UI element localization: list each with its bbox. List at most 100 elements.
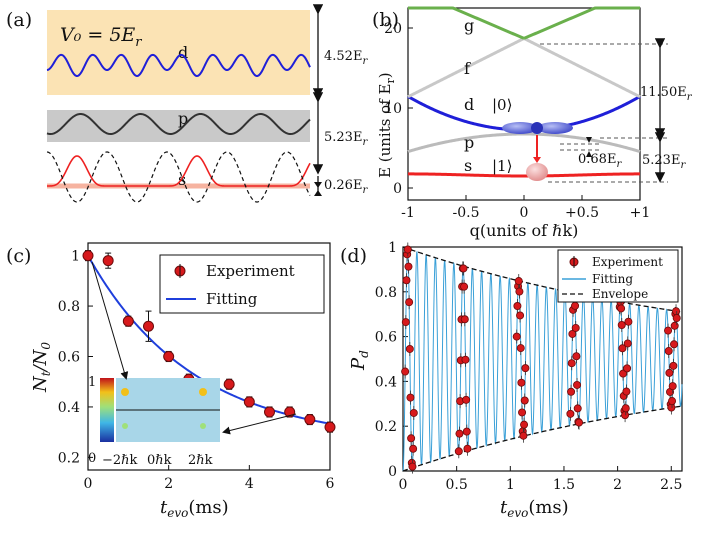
band-p-curve (407, 132, 641, 154)
panel-c-ticks: 0 2 4 6 0.2 0.4 0.6 0.8 1 (58, 249, 335, 492)
orbital-d-left (502, 122, 538, 134)
data-point (462, 395, 471, 404)
data-point (460, 315, 469, 324)
data-point (520, 396, 529, 405)
panel-d-ytick: 0 (388, 464, 397, 480)
data-point (122, 315, 134, 327)
data-point (621, 411, 630, 420)
data-point (667, 403, 676, 412)
inset-tick-0: 0ℏk (147, 453, 172, 468)
panel-b-xtick: 0 (520, 205, 529, 221)
inset-pointer-end (222, 413, 297, 435)
panel-c-label: (c) (6, 245, 31, 267)
panel-b-xtick: -0.5 (453, 205, 480, 221)
data-point (573, 404, 582, 413)
gap-d-value: 4.52Er (324, 49, 368, 67)
panel-d-xtick: 1 (506, 477, 515, 493)
panel-b-xlabel: q(units of ℏk) (470, 221, 579, 240)
data-point (571, 301, 580, 310)
data-point (454, 447, 463, 456)
data-point (407, 434, 416, 443)
data-point (403, 245, 412, 254)
panel-d-ticks: 0 0.5 1 1.5 2 2.5 0 0.2 0.4 0.6 0.8 1 (375, 240, 683, 493)
data-point (409, 444, 418, 453)
legend-fit-label-c: Fitting (206, 290, 258, 308)
panel-d-ytick: 1 (388, 240, 397, 256)
data-point (618, 344, 627, 353)
data-point (264, 406, 275, 418)
band-g-label-b: g (464, 16, 474, 35)
panel-c-ylabel: Nt/N0 (30, 342, 53, 393)
data-point (406, 393, 415, 402)
band-p-label: p (178, 109, 188, 128)
data-point (624, 317, 633, 326)
gap-5-value: 5.23Er (642, 153, 686, 171)
band-d-label-b: d (464, 95, 474, 114)
data-point (669, 361, 678, 370)
v0-label: V₀ = 5Er (60, 24, 142, 50)
panel-d-ytick: 0.4 (375, 374, 397, 390)
panel-c-ytick: 0.8 (58, 299, 80, 315)
data-point (402, 276, 411, 285)
panel-c-xtick: 0 (84, 476, 93, 492)
panel-b-xtick: +0.5 (565, 205, 599, 221)
wavefunction-p (46, 112, 311, 136)
data-point (143, 320, 154, 332)
panel-c-ytick: 1 (71, 249, 80, 265)
gap-s-value: 0.26Er (324, 178, 368, 196)
panel-b-xtick: +1 (630, 205, 651, 221)
data-point (670, 321, 679, 330)
panel-b-ytick: 0 (393, 181, 402, 197)
legend-exp-label-c: Experiment (206, 262, 295, 280)
data-point (567, 387, 576, 396)
data-point (401, 318, 410, 327)
legend-exp-label-d: Experiment (592, 255, 663, 269)
state-1-label: |1⟩ (492, 157, 512, 175)
band-s-curve (408, 172, 640, 178)
band-g-curve-left (408, 6, 525, 40)
orbital-d-center (531, 122, 543, 134)
panel-b-xtick: -1 (401, 205, 415, 221)
data-point (668, 397, 677, 406)
panel-d-ytick: 0.2 (375, 419, 397, 435)
data-point (401, 367, 410, 376)
data-point (513, 302, 522, 311)
panel-b: (b) -1 -0.5 0 +0.5 +1 0 10 20 g f d p s |0⟩ |1⟩ (372, 6, 693, 240)
inset-tick-2: 2ℏk (188, 453, 213, 468)
data-point (672, 314, 681, 323)
panel-b-ytick: 10 (384, 101, 402, 117)
panel-d: (d) 0 0.5 1 1.5 2 2.5 0 0.2 0.4 0.6 0.8 1 Experimen… (340, 240, 683, 520)
data-point (575, 418, 584, 427)
data-point (519, 431, 528, 440)
data-point (623, 364, 632, 373)
band-f-label-b: f (464, 59, 471, 78)
data-point (668, 382, 677, 391)
colorbar-min: 0 (88, 451, 96, 466)
data-point (670, 340, 679, 349)
panel-b-ytick: 20 (384, 21, 402, 37)
panel-c-ytick: 0.4 (58, 400, 80, 416)
data-point (460, 282, 469, 291)
data-point (572, 352, 581, 361)
inset-image: 1 0 −2ℏk 0ℏk 2ℏk (88, 375, 220, 468)
data-point (455, 429, 464, 438)
panel-c-ytick: 0.2 (58, 450, 80, 466)
panel-d-label: (d) (340, 245, 367, 267)
panel-d-xtick: 0.5 (446, 477, 468, 493)
gap-11-value: 11.50Er (640, 85, 693, 103)
data-point (463, 444, 472, 453)
data-point (243, 396, 255, 408)
data-point (664, 346, 673, 355)
panel-b-ylabel: E (units of Er) (376, 72, 397, 178)
data-point (566, 409, 575, 418)
orbital-d-right (537, 122, 573, 134)
data-point (82, 250, 94, 262)
inset-colorbar (100, 378, 114, 442)
band-p-label-b: p (464, 133, 474, 152)
gap-068-arrowhead-top (586, 137, 592, 143)
panel-c-ytick: 0.6 (58, 350, 80, 366)
panel-d-ylabel: Pd (348, 350, 371, 371)
panel-d-xtick: 1.5 (553, 477, 575, 493)
band-f-curve-right (523, 37, 641, 99)
panel-d-xtick: 2.5 (660, 477, 682, 493)
